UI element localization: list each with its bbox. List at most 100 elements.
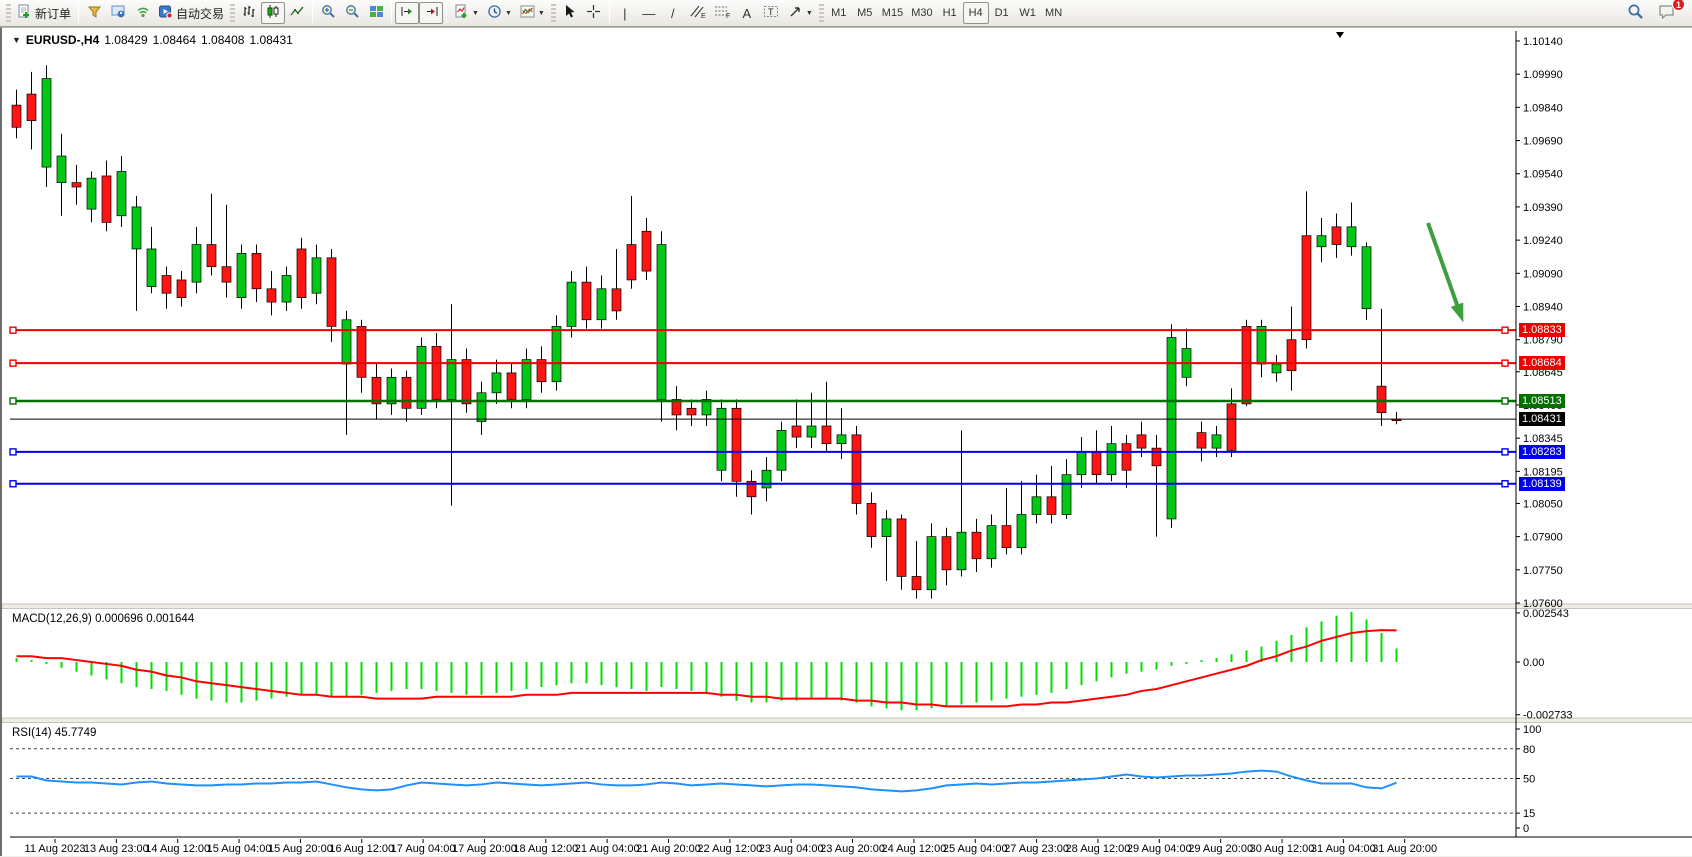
candle-body [806,425,817,438]
line-handle[interactable] [1501,359,1509,367]
tf-button-M30[interactable]: M30 [911,7,933,19]
line-handle[interactable] [9,397,17,405]
price-badge-1.08833: 1.08833 [1519,323,1565,338]
autotrade-button[interactable]: 自动交易 [154,2,228,24]
candle-body [296,248,307,298]
bar-chart-button[interactable] [237,2,261,24]
text-label-tool-button[interactable]: T [759,2,784,24]
price-tick-label: 1.10140 [1523,36,1563,48]
price-badge-1.08513: 1.08513 [1519,393,1565,408]
line-handle[interactable] [9,448,17,456]
candle-body [956,531,967,571]
candle-body [1151,447,1162,467]
candle-body [776,430,787,471]
ohlc-low: 1.08408 [201,33,245,47]
time-tick-label: 27 Aug 23:00 [1004,843,1069,855]
time-tick-label: 30 Aug 12:00 [1250,843,1315,855]
tf-button-M15[interactable]: M15 [881,7,904,19]
candle-body [71,182,82,188]
line-chart-icon [289,4,305,22]
candle-body [206,244,217,268]
indicators-icon [454,4,469,22]
market-watch-button[interactable] [82,2,106,24]
horizontal-line-tool-button[interactable]: — [637,2,661,24]
candle-body [536,359,547,383]
candlestick-chart-button[interactable] [261,2,286,24]
tf-button-M5[interactable]: M5 [857,7,873,19]
pane-separator[interactable] [2,603,1692,609]
bar-chart-icon [242,4,257,22]
tf-button-H4[interactable]: H4 [962,2,989,24]
line-handle[interactable] [9,326,17,334]
arrows-tool-button[interactable]: ▼ [784,2,817,24]
zoom-out-button[interactable] [340,2,364,24]
candle-body [1091,452,1102,476]
line-chart-button[interactable] [285,2,309,24]
candle-body [476,392,487,422]
chart-title-collapse-icon[interactable]: ▼ [12,35,21,45]
candle-body [791,425,802,438]
price-tick-label: 1.07600 [1523,598,1563,610]
channel-tool-button[interactable]: E [685,2,710,24]
trendline-tool-button[interactable]: / [661,2,685,24]
chart-shift-marker[interactable] [1336,32,1344,38]
svg-text:E: E [701,13,706,19]
tf-button-D1[interactable]: D1 [994,7,1009,19]
line-handle[interactable] [1501,326,1509,334]
time-tick-label: 16 Aug 12:00 [329,843,394,855]
auto-scroll-button[interactable] [395,2,420,24]
vertical-line-tool-button[interactable]: | [613,2,637,24]
cursor-tool-button[interactable] [558,2,582,24]
candle-body [836,434,847,445]
price-tick-label: 1.09840 [1523,102,1563,114]
pane-separator[interactable] [2,717,1692,723]
chart-title: ▼ EURUSD-,H4 1.08429 1.08464 1.08408 1.0… [12,33,293,47]
line-handle[interactable] [1501,448,1509,456]
candle-body [641,230,652,272]
indicators-button[interactable]: ▼ [450,2,483,24]
candle-body [716,407,727,471]
candle-body [266,288,277,303]
candle-body [971,531,982,560]
rsi-value: 45.7749 [54,727,97,739]
down-arrow-annotation[interactable] [1426,222,1462,314]
price-tick-label: 1.09540 [1523,169,1563,181]
tf-button-H1[interactable]: H1 [942,7,957,19]
zoom-in-button[interactable] [316,2,340,24]
chart-shift-button[interactable] [419,2,444,24]
zoom-out-icon [345,4,360,22]
zoom-in-icon [321,4,336,22]
time-tick-label: 24 Aug 12:00 [881,843,946,855]
new-order-button[interactable]: 新订单 [13,2,75,24]
tf-button-M1[interactable]: M1 [831,7,847,19]
candle-body [311,257,322,294]
tile-windows-button[interactable] [364,2,388,24]
templates-button[interactable]: ▼ [516,2,549,24]
candle-body [1241,326,1252,405]
crosshair-tool-button[interactable] [582,2,606,24]
line-handle[interactable] [1501,480,1509,488]
search-button[interactable] [1623,2,1648,24]
fibonacci-tool-button[interactable]: F [710,2,735,24]
navigator-button[interactable] [106,2,130,24]
line-handle[interactable] [9,359,17,367]
candle-body [431,345,442,400]
line-handle[interactable] [1501,397,1509,405]
macd-indicator-label: MACD(12,26,9) 0.000696 0.001644 [12,613,194,625]
signals-button[interactable] [130,2,154,24]
time-tick-label: 31 Aug 20:00 [1372,843,1437,855]
notifications-button[interactable]: 1 [1654,0,1685,24]
periods-button[interactable]: ▼ [483,2,516,24]
chart-canvas[interactable]: 1.10140 1.09990 1.09840 1.09690 1.09540 1.093… [2,28,1692,857]
toolbar-separator [391,3,393,23]
candle-body [221,266,232,283]
candle-body [851,434,862,504]
new-order-label: 新订单 [35,6,72,21]
line-handle[interactable] [9,480,17,488]
tf-button-W1[interactable]: W1 [1019,7,1036,19]
tf-button-MN[interactable]: MN [1045,7,1063,19]
price-tick-label: 1.09390 [1523,202,1563,214]
price-tick-label: 1.08345 [1523,433,1563,445]
text-tool-button[interactable]: A [735,2,759,24]
chart-window: 1.10140 1.09990 1.09840 1.09690 1.09540 1.093… [0,27,1692,856]
